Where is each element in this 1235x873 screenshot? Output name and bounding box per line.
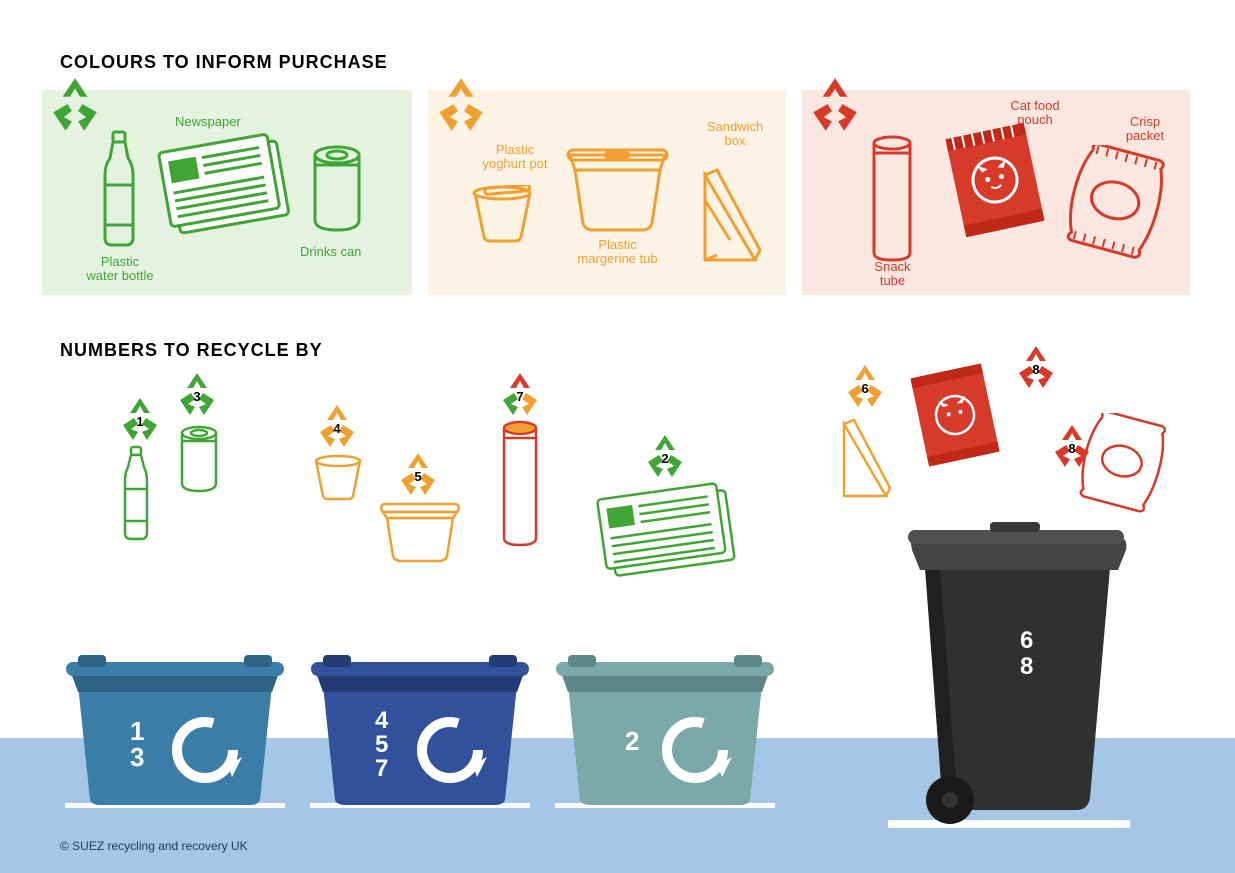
svg-text:8: 8	[1032, 362, 1039, 377]
badge-2: 2	[640, 432, 690, 482]
label-sandwich: Sandwichbox	[700, 120, 770, 149]
badge-8a: 8	[1011, 343, 1061, 393]
recycle-icon-green	[44, 75, 106, 137]
tube-small-icon	[500, 420, 540, 550]
tub-icon	[560, 145, 675, 235]
sandwich-small-icon	[836, 412, 894, 504]
badge-1: 1	[115, 395, 165, 445]
bottle-small-icon	[117, 445, 155, 545]
badge-4: 4	[312, 402, 362, 452]
recycle-icon-red	[804, 75, 866, 137]
bottle-icon	[95, 130, 143, 250]
svg-text:6: 6	[861, 381, 868, 396]
svg-text:7: 7	[516, 389, 523, 404]
copyright-text: © SUEZ recycling and recovery UK	[60, 839, 248, 853]
svg-text:5: 5	[414, 469, 421, 484]
heading-colours: COLOURS TO INFORM PURCHASE	[60, 52, 388, 73]
label-tube: Snacktube	[865, 260, 920, 289]
badge-6: 6	[840, 362, 890, 412]
newspaper-icon	[155, 130, 295, 240]
svg-text:2: 2	[625, 726, 639, 756]
crisp-icon	[1062, 145, 1177, 265]
heading-numbers: NUMBERS TO RECYCLE BY	[60, 340, 323, 361]
svg-text:7: 7	[375, 755, 388, 782]
svg-text:5: 5	[375, 731, 388, 758]
can-small-icon	[178, 425, 220, 495]
svg-text:6: 6	[1020, 627, 1033, 654]
tub-small-icon	[375, 500, 465, 565]
label-yoghurt: Plasticyoghurt pot	[480, 143, 550, 172]
badge-7: 7	[495, 370, 545, 420]
badge-5: 5	[393, 450, 443, 500]
yoghurt-icon	[470, 185, 535, 245]
label-pouch: Cat foodpouch	[1000, 99, 1070, 128]
svg-text:2: 2	[661, 451, 668, 466]
recycle-icon-amber	[430, 75, 492, 137]
label-can: Drinks can	[300, 245, 361, 259]
sandwich-icon	[695, 160, 765, 270]
svg-text:4: 4	[375, 707, 389, 734]
recycling-box-3: 2	[550, 640, 780, 815]
pouch-small-icon	[905, 360, 1005, 470]
badge-3: 3	[172, 370, 222, 420]
svg-text:8: 8	[1020, 653, 1033, 680]
svg-text:4: 4	[333, 421, 341, 436]
label-tub: Plasticmargerine tub	[570, 238, 665, 267]
recycling-box-1: 1 3	[60, 640, 290, 815]
newspaper-small-icon	[590, 480, 750, 580]
wheelie-bin: 6 8	[880, 498, 1140, 833]
svg-text:3: 3	[193, 389, 200, 404]
snack-tube-icon	[870, 135, 915, 265]
label-crisp: Crisppacket	[1115, 115, 1175, 144]
svg-text:3: 3	[130, 742, 144, 772]
recycling-box-2: 4 5 7	[305, 640, 535, 815]
yoghurt-small-icon	[312, 454, 364, 502]
svg-text:1: 1	[136, 414, 143, 429]
can-icon	[310, 145, 365, 235]
label-bottle: Plasticwater bottle	[80, 255, 160, 284]
label-newspaper: Newspaper	[175, 115, 241, 129]
cat-pouch-icon	[940, 120, 1050, 240]
